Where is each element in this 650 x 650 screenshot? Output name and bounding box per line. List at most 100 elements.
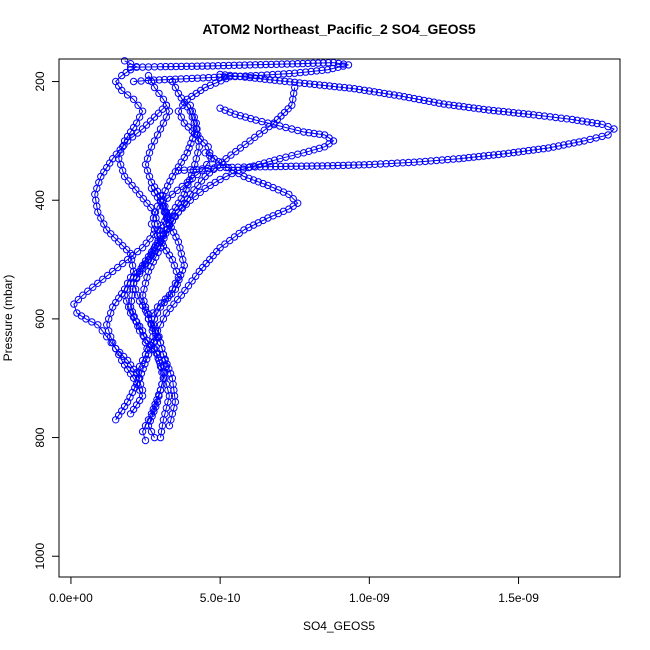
data-point	[165, 291, 174, 299]
data-point	[171, 279, 180, 287]
data-point	[563, 115, 571, 123]
data-point	[551, 113, 560, 122]
data-point	[170, 300, 178, 308]
data-point	[179, 101, 187, 110]
data-point	[226, 108, 234, 116]
data-point	[575, 138, 583, 146]
data-point	[128, 251, 137, 260]
data-point	[222, 155, 230, 163]
series-line	[178, 73, 615, 172]
data-point	[300, 149, 308, 157]
data-point	[292, 162, 300, 170]
data-point	[297, 162, 306, 170]
data-point	[138, 427, 147, 436]
data-point	[188, 74, 196, 83]
data-point	[365, 160, 373, 169]
data-point	[375, 88, 383, 97]
data-point	[291, 69, 299, 77]
data-point	[187, 139, 195, 148]
data-point	[339, 161, 347, 170]
data-point	[193, 74, 202, 82]
data-point	[135, 190, 144, 199]
data-point	[490, 151, 498, 159]
data-point	[450, 101, 458, 110]
data-point	[355, 161, 363, 169]
data-point	[251, 163, 259, 171]
data-point	[137, 77, 145, 85]
data-point	[193, 170, 202, 179]
series-4	[70, 101, 204, 382]
data-point	[504, 149, 513, 158]
data-point	[465, 103, 473, 112]
data-point	[241, 140, 249, 149]
data-point	[134, 101, 142, 110]
data-point	[182, 62, 191, 71]
data-point	[499, 107, 508, 116]
data-point	[504, 108, 513, 116]
data-point	[485, 151, 493, 160]
data-point	[282, 162, 290, 171]
data-point	[570, 139, 578, 147]
data-point	[183, 149, 192, 157]
data-point	[278, 60, 286, 68]
data-point	[427, 157, 435, 165]
data-point	[122, 246, 131, 254]
data-point	[283, 60, 291, 68]
data-point	[291, 83, 299, 92]
data-point	[172, 62, 180, 71]
data-point	[142, 121, 151, 129]
data-point	[128, 181, 136, 190]
data-point	[146, 117, 155, 125]
data-point	[138, 125, 147, 133]
data-point	[180, 119, 189, 127]
data-point	[315, 81, 324, 89]
data-point	[112, 150, 121, 158]
y-tick-label: 800	[33, 427, 47, 447]
data-point	[539, 145, 548, 153]
data-point	[302, 68, 310, 76]
data-point	[138, 356, 147, 365]
data-point	[303, 162, 311, 170]
data-point	[192, 272, 200, 280]
data-point	[163, 194, 172, 202]
data-point	[199, 74, 207, 82]
data-point	[219, 61, 228, 70]
data-point	[159, 315, 168, 323]
data-point	[519, 147, 528, 156]
data-point	[181, 286, 189, 295]
data-point	[385, 90, 393, 98]
data-point	[241, 113, 250, 121]
data-point	[440, 100, 448, 108]
data-point	[146, 235, 154, 243]
data-point	[74, 295, 83, 304]
data-point	[252, 116, 260, 124]
data-point	[249, 176, 258, 184]
data-point	[159, 95, 168, 104]
data-point	[315, 130, 324, 138]
x-tick-label: 5.0e-10	[200, 591, 241, 605]
data-point	[162, 62, 170, 71]
data-point	[235, 229, 243, 238]
data-point	[166, 369, 175, 378]
data-point	[246, 137, 254, 145]
data-point	[445, 101, 453, 109]
data-point	[154, 354, 162, 362]
data-point	[470, 153, 478, 161]
data-point	[119, 242, 127, 250]
data-point	[519, 110, 528, 118]
data-point	[225, 61, 233, 70]
data-point	[173, 186, 182, 195]
data-point	[150, 83, 159, 92]
data-point	[97, 214, 105, 222]
data-point	[470, 104, 478, 112]
data-point	[193, 62, 201, 70]
data-point	[227, 151, 235, 159]
data-point	[209, 165, 218, 174]
data-point	[421, 157, 429, 166]
data-point	[236, 112, 245, 120]
data-point	[109, 155, 117, 163]
series-8	[126, 58, 353, 86]
data-point	[266, 163, 275, 171]
data-point	[162, 101, 171, 110]
data-point	[395, 92, 403, 100]
